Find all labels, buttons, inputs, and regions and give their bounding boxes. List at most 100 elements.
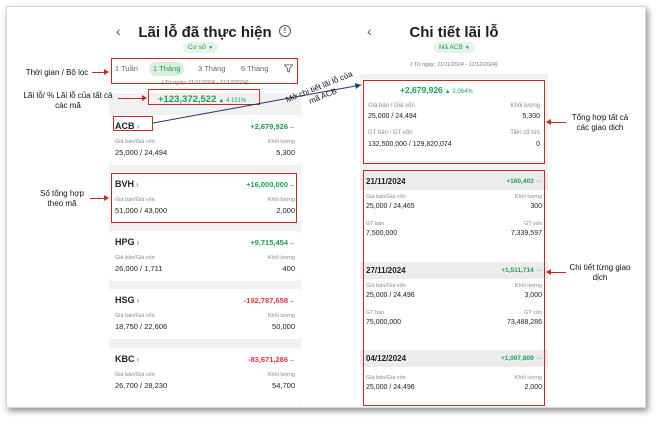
qty-value: 2,000: [276, 206, 295, 215]
symbol-pl-value: -83,671,286: [247, 355, 288, 364]
highlight-bvh-card: [111, 173, 297, 223]
price-value: 25,000 / 24,494: [115, 148, 168, 157]
dividend-value: 0: [536, 141, 540, 148]
symbol-name: HSG ›: [115, 295, 139, 305]
arrow-total-pl: [118, 98, 144, 99]
qty-value: 2,000: [524, 384, 542, 391]
account-type-label: Cơ sở: [188, 44, 207, 51]
tab-6-months[interactable]: 6 Tháng: [241, 64, 269, 73]
price-label: Giá bán / Giá vốn: [368, 103, 415, 109]
link-icon: ⇔: [289, 358, 295, 364]
qty-value: 50,000: [272, 322, 295, 331]
info-icon[interactable]: !: [279, 25, 291, 37]
cost-value: 73,488,286: [506, 319, 542, 326]
transaction-amount-value: +1,007,809: [500, 355, 534, 362]
qty-value: 3,000: [524, 292, 542, 299]
arrowhead-icon: [104, 195, 109, 201]
filter-icon[interactable]: [284, 64, 293, 73]
symbol-card-acb[interactable]: ACB › +2,679,926⇔ Giá bán/Giá vốn Khối lư…: [109, 115, 301, 165]
symbol-label: BVH: [115, 179, 135, 189]
symbol-pl-value: +16,000,000: [246, 180, 288, 189]
symbol-pl: +16,000,000⇔: [246, 180, 295, 189]
qty-label: Khối lượng: [267, 139, 295, 145]
highlight-time-filter: [111, 58, 298, 84]
qty-value: 400: [282, 264, 295, 273]
link-icon: ⇔: [289, 125, 295, 131]
sell-value-label: GT bán: [366, 310, 385, 316]
callout-per-symbol: Số tổng hợp theo mã: [40, 189, 84, 208]
symbol-card-hpg[interactable]: HPG › +9,715,454⇔ Giá bán/Giá vốn Khối lư…: [109, 231, 301, 281]
highlight-transactions: [363, 170, 545, 406]
cost-value-label: GT vốn: [524, 310, 542, 316]
symbol-label: KBC: [115, 354, 135, 364]
chevron-right-icon: ›: [136, 238, 140, 247]
price-label: Giá bán/Giá vốn: [366, 194, 406, 200]
highlight-acb-symbol: [113, 116, 153, 131]
summary-pl-percent: ▲ 2.064%: [444, 89, 473, 95]
page-title: Lãi lỗ đã thực hiện: [138, 24, 272, 41]
transaction-card: Giá bán/Giá vốn Khối lượng 25,000 / 24,4…: [360, 279, 548, 351]
symbol-dropdown[interactable]: Mã ACB ▼: [434, 42, 475, 53]
date-range: ( Từ ngày: 11/11/2024 - 11/12/2024): [410, 62, 498, 68]
price-label: Giá bán/Giá vốn: [115, 372, 155, 378]
link-icon: ⇔: [535, 267, 543, 274]
transaction-amount-value: +160,403: [506, 178, 534, 185]
dividend-label: Tiền cổ tức: [510, 130, 540, 136]
price-label: Giá bán/Giá vốn: [115, 197, 155, 203]
transaction-date: 04/12/2024: [366, 354, 407, 363]
transaction-date: 27/11/2024: [366, 266, 406, 275]
qty-label: Khối lượng: [514, 283, 542, 289]
qty-value: 5,300: [276, 148, 295, 157]
connector-line: [152, 84, 362, 124]
qty-label: Khối lượng: [267, 372, 295, 378]
summary-pl-value: +2,679,926: [400, 85, 443, 95]
symbol-pl: -83,671,286⇔: [248, 355, 295, 364]
link-icon: ⇔: [535, 355, 543, 362]
transaction-amount: +1,511,714 ⇔: [501, 267, 542, 274]
account-type-dropdown[interactable]: Cơ sở ▼: [183, 42, 219, 53]
transaction-card: Giá bán/Giá vốn Khối lượng 25,000 / 24,4…: [360, 190, 548, 262]
callout-total-tx: Tổng hợp tất cả các giao dịch: [571, 113, 629, 132]
figure-frame: [6, 6, 646, 408]
symbol-pl: -192,787,658⇔: [244, 296, 295, 305]
price-label: Giá bán/Giá vốn: [366, 283, 406, 289]
arrow-time-filter: [92, 72, 106, 73]
sell-value-label: GT bán: [366, 221, 385, 227]
qty-label: Khối lượng: [267, 197, 295, 203]
summary-card: +2,679,926 ▲ 2.064% Giá bán / Giá vốn Khố…: [362, 79, 546, 161]
qty-label: Khối lượng: [267, 255, 295, 261]
price-label: Giá bán/Giá vốn: [115, 255, 155, 261]
total-pl-percent: ▲ 4.151%: [218, 98, 247, 104]
header: ‹ Lãi lỗ đã thực hiện ! Cơ sở ▼ 1 Tuần 1 …: [109, 17, 301, 93]
chevron-down-icon: ▼: [464, 45, 470, 51]
realized-pl-screen: ‹ Lãi lỗ đã thực hiện ! Cơ sở ▼ 1 Tuần 1 …: [109, 17, 301, 407]
symbol-label: HPG: [115, 237, 135, 247]
arrowhead-icon: [546, 269, 551, 275]
gt-value: 132,500,000 / 129,820,074: [368, 141, 452, 148]
header: ‹ Chi tiết lãi lỗ Mã ACB ▼ ( Từ ngày: 11/…: [360, 17, 548, 74]
transaction-amount: +1,007,809 ⇔: [501, 355, 542, 362]
symbol-card-bvh[interactable]: BVH › +16,000,000⇔ Giá bán/Giá vốn Khối l…: [109, 173, 301, 223]
gt-label: GT bán / GT vốn: [368, 130, 413, 136]
symbol-card-hsg[interactable]: HSG › -192,787,658⇔ Giá bán/Giá vốn Khối …: [109, 289, 301, 339]
symbol-card-kbc[interactable]: KBC › -83,671,286⇔ Giá bán/Giá vốn Khối l…: [109, 348, 301, 407]
back-icon[interactable]: ‹: [116, 23, 121, 39]
symbol-pl: +9,715,454⇔: [250, 238, 295, 247]
page-title: Chi tiết lãi lỗ: [409, 24, 499, 41]
price-value: 18,750 / 22,606: [115, 322, 168, 331]
back-icon[interactable]: ‹: [367, 23, 372, 39]
price-label: Giá bán/Giá vốn: [366, 375, 406, 381]
cost-value-label: GT vốn: [524, 221, 542, 227]
tab-1-month[interactable]: 1 Tháng: [149, 62, 185, 76]
symbol-dropdown-label: Mã ACB: [439, 44, 463, 51]
tab-3-months[interactable]: 3 Tháng: [198, 64, 226, 73]
tab-1-week[interactable]: 1 Tuần: [115, 64, 138, 73]
price-label: Giá bán/Giá vốn: [115, 139, 155, 145]
total-pl-value: +123,372,522: [158, 94, 217, 105]
total-pl: +123,372,522 ▲ 4.151%: [158, 94, 246, 105]
qty-value: 300: [530, 203, 542, 210]
link-icon: ⇔: [289, 241, 295, 247]
transaction-date: 21/11/2024: [366, 177, 406, 186]
callout-time-filter: Thời gian / Bộ lọc: [25, 68, 89, 77]
qty-label: Khối lượng: [514, 375, 542, 381]
